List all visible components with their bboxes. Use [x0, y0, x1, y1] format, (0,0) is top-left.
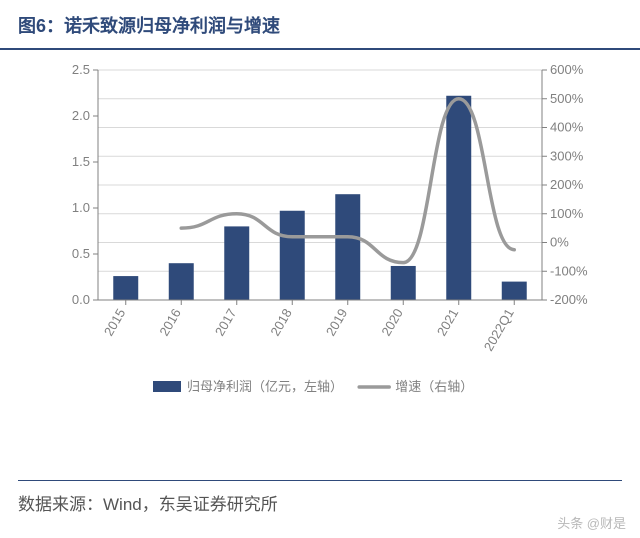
svg-text:2.5: 2.5 [72, 62, 90, 77]
svg-text:0.5: 0.5 [72, 246, 90, 261]
svg-text:2020: 2020 [378, 306, 405, 339]
svg-text:2015: 2015 [101, 306, 128, 339]
svg-text:增速（右轴）: 增速（右轴） [395, 379, 473, 394]
svg-text:100%: 100% [550, 206, 584, 221]
svg-text:600%: 600% [550, 62, 584, 77]
svg-text:2018: 2018 [267, 306, 294, 339]
footer-separator [18, 480, 622, 481]
svg-text:300%: 300% [550, 148, 584, 163]
chart-svg: 0.0 0.5 1.0 1.5 2.0 2.5 -200% -100% 0% 100% 200% 30… [40, 60, 600, 430]
svg-text:0.0: 0.0 [72, 292, 90, 307]
svg-text:-100%: -100% [550, 263, 588, 278]
svg-text:2019: 2019 [323, 306, 350, 339]
svg-text:500%: 500% [550, 91, 584, 106]
chart-title: 诺禾致源归母净利润与增速 [64, 16, 280, 36]
svg-text:-200%: -200% [550, 292, 588, 307]
svg-text:2021: 2021 [434, 306, 461, 339]
data-source: 数据来源：Wind，东吴证券研究所 [18, 490, 278, 515]
svg-text:归母净利润（亿元，左轴）: 归母净利润（亿元，左轴） [187, 379, 343, 394]
chart-area: 0.0 0.5 1.0 1.5 2.0 2.5 -200% -100% 0% 100% 200% 30… [40, 60, 600, 430]
svg-text:2.0: 2.0 [72, 108, 90, 123]
svg-text:2016: 2016 [156, 306, 183, 339]
figure-label: 图6： [18, 16, 64, 36]
svg-text:1.0: 1.0 [72, 200, 90, 215]
svg-text:0%: 0% [550, 235, 569, 250]
chart-header: 图6：诺禾致源归母净利润与增速 [0, 0, 640, 50]
svg-text:2017: 2017 [212, 306, 239, 339]
svg-text:2022Q1: 2022Q1 [481, 306, 517, 354]
svg-text:1.5: 1.5 [72, 154, 90, 169]
watermark: 头条 @财是 [557, 513, 626, 532]
svg-text:400%: 400% [550, 120, 584, 135]
svg-text:200%: 200% [550, 177, 584, 192]
